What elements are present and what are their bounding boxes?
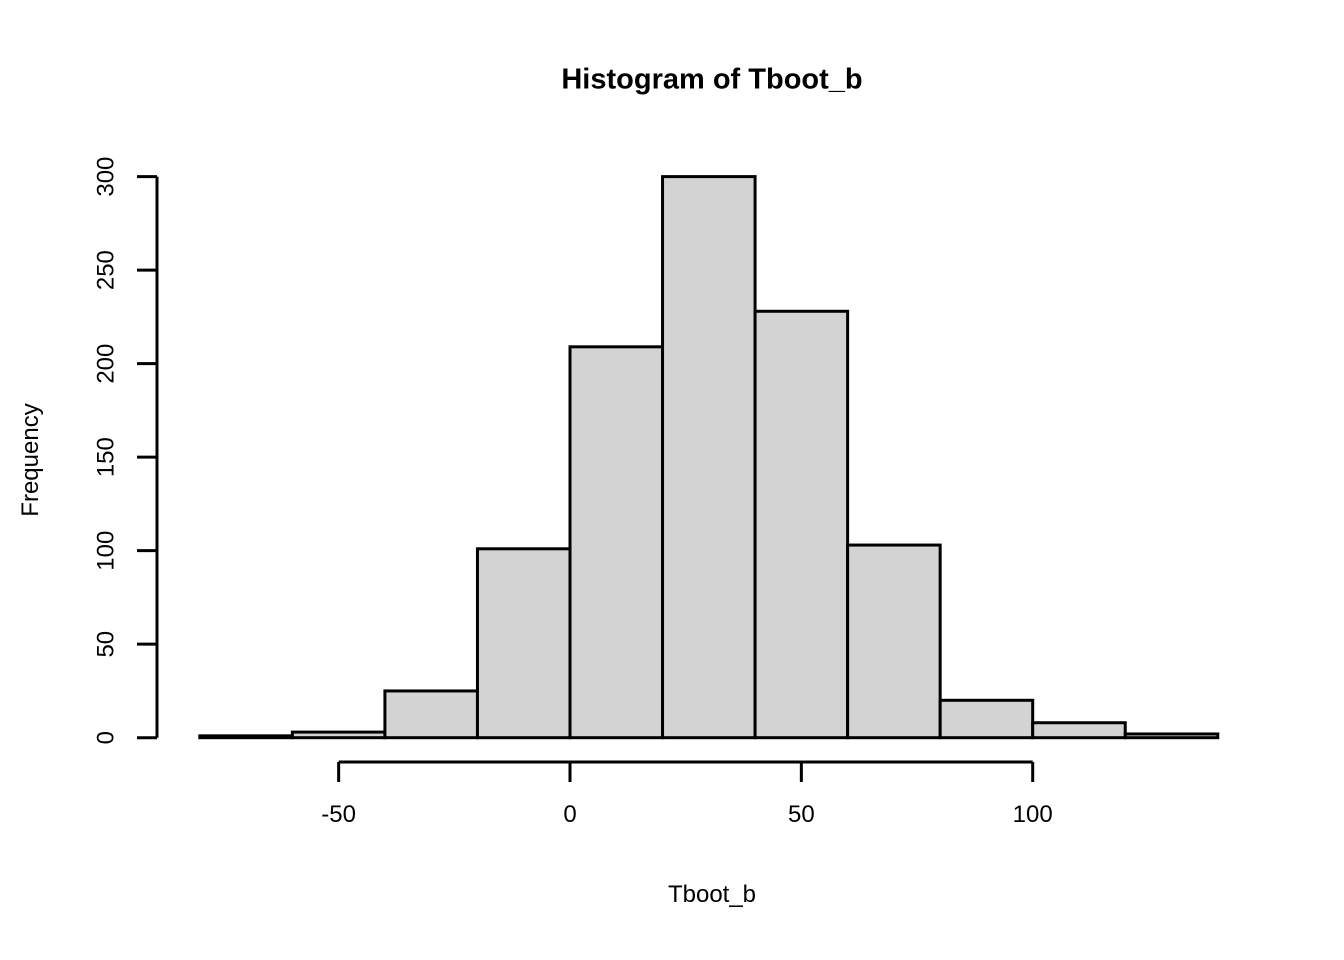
y-tick-label-300: 300 [92,157,119,197]
y-tick-label-50: 50 [92,631,119,658]
chart-title: Histogram of Tboot_b [561,63,863,96]
x-tick-label-50: 50 [788,801,815,828]
histogram-bar-7 [846,543,942,740]
y-tick-label-100: 100 [92,531,119,571]
histogram-bar-9 [1031,721,1127,740]
histogram-bar-3 [475,547,572,740]
histogram-bar-0 [198,734,294,740]
histogram-bar-8 [938,698,1035,740]
x-tick-label-100: 100 [1013,801,1053,828]
y-tick-label-150: 150 [92,437,119,477]
histogram-bar-10 [1123,732,1220,740]
x-tick-label--50: -50 [321,801,356,828]
y-tick-label-0: 0 [92,731,119,744]
histogram-bar-4 [568,345,665,740]
x-axis-label: Tboot_b [667,881,757,908]
histogram-bar-6 [753,309,850,740]
y-tick-label-200: 200 [92,344,119,384]
histogram-bar-1 [290,730,387,740]
y-tick-label-250: 250 [92,250,119,290]
histogram-bar-5 [661,175,757,740]
histogram-bar-2 [383,689,479,740]
x-tick-label-0: 0 [563,801,576,828]
